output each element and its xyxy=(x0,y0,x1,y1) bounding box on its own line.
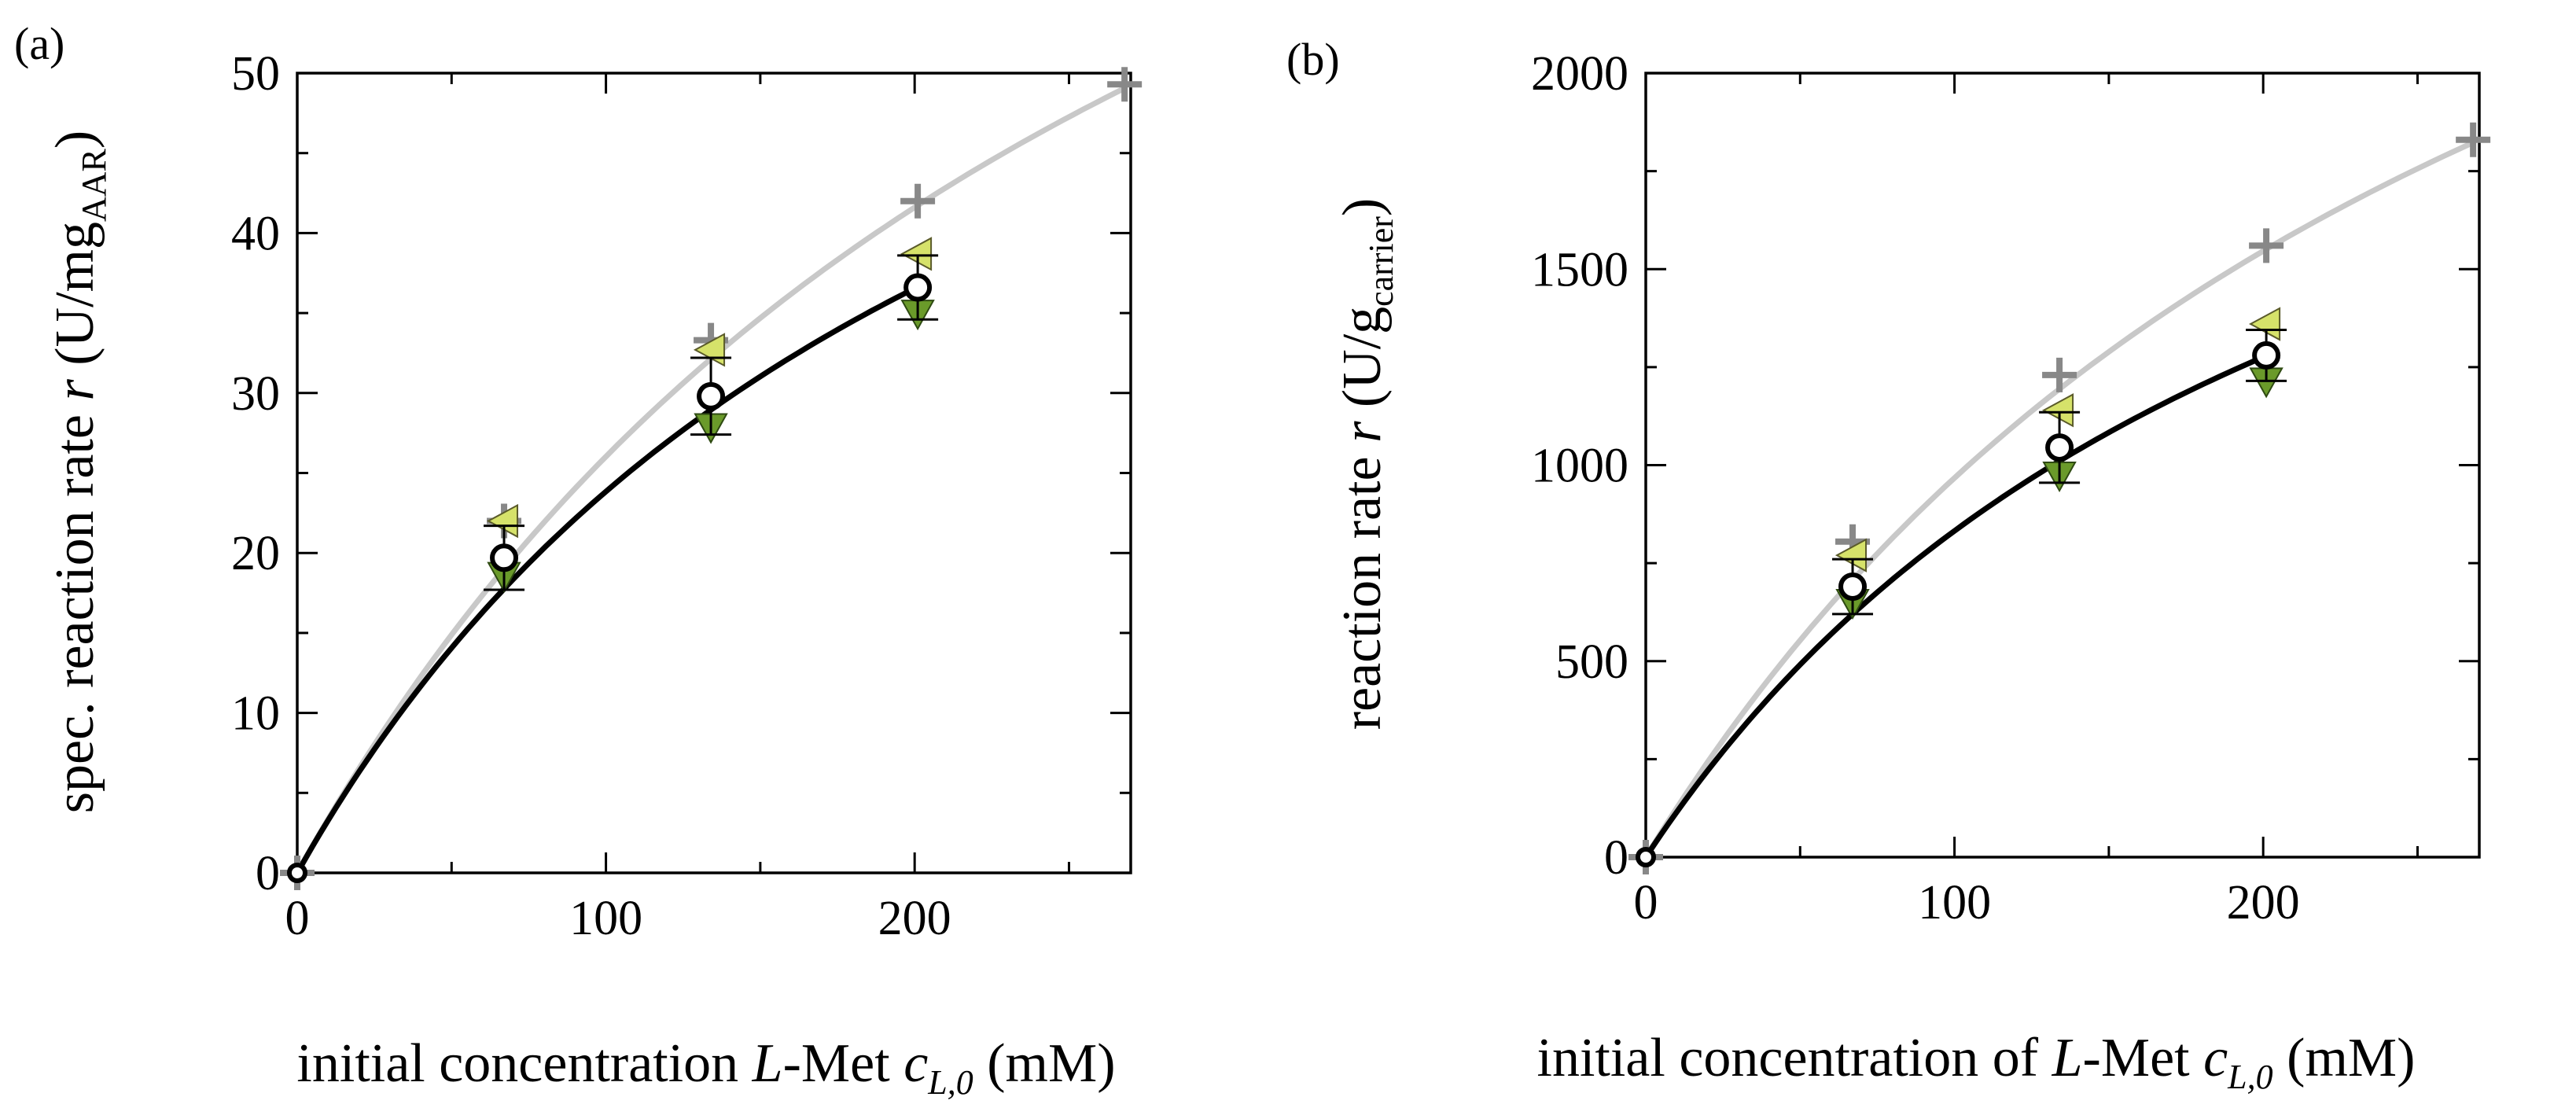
x-axis-title-c: c xyxy=(2203,1028,2228,1088)
x-tick-label: 0 xyxy=(1634,876,1658,929)
y-tick-label: 0 xyxy=(256,847,280,900)
plus-marker xyxy=(900,183,936,219)
x-axis-title: initial concentration L-Met cL,0 (mM) xyxy=(296,1033,1115,1102)
y-tick-label: 50 xyxy=(231,47,280,101)
x-tick-label: 100 xyxy=(1918,876,1991,929)
y-tick-label: 500 xyxy=(1555,635,1628,689)
y-axis-title-r: r xyxy=(45,379,105,401)
y-axis-title-unit: (U/mg xyxy=(45,222,105,379)
mean-circle-marker xyxy=(903,273,933,302)
fit-plus xyxy=(1643,140,2475,859)
y-tick-label: 20 xyxy=(231,527,280,580)
plus-marker xyxy=(1107,67,1143,102)
mean-circle-marker xyxy=(1838,572,1868,602)
x-axis-title-unit: (mM) xyxy=(2273,1028,2416,1088)
y-tick-label: 30 xyxy=(231,367,280,421)
x-axis-title-part: -Met xyxy=(783,1033,904,1094)
y-axis-title-part: reaction rate xyxy=(1332,443,1393,730)
panel-label: (a) xyxy=(14,18,64,69)
mean-circle-marker xyxy=(490,543,519,572)
x-axis-title-part: initial concentration xyxy=(296,1033,752,1094)
y-axis-title-subscript: AAR xyxy=(75,148,113,222)
y-axis-title-unit: (U/g xyxy=(1332,307,1393,421)
y-axis-title-r: r xyxy=(1332,421,1393,443)
y-tick-label: 0 xyxy=(1604,831,1628,885)
x-axis-title-L: L xyxy=(2052,1028,2083,1088)
x-axis-title-L: L xyxy=(752,1033,783,1094)
mean-circle-marker xyxy=(287,863,307,883)
x-tick-label: 200 xyxy=(878,892,951,945)
fit-plus xyxy=(294,86,1126,874)
x-tick-label: 100 xyxy=(569,892,642,945)
x-axis-title: initial concentration of L-Met cL,0 (mM) xyxy=(1537,1028,2416,1096)
x-tick-label: 0 xyxy=(285,892,310,945)
panel-a: 0 10 20 30 40 50 0 100 200 (a) initial concentrati… xyxy=(14,18,1143,1102)
plot-frame xyxy=(296,72,1132,874)
x-axis-title-part: -Met xyxy=(2083,1028,2204,1088)
y-tick-label: 1500 xyxy=(1531,243,1628,296)
x-axis-title-c: c xyxy=(903,1033,928,1094)
y-axis-title-subscript: carrier xyxy=(1362,216,1400,307)
y-axis-title-unit-end: ) xyxy=(45,131,105,149)
x-axis-title-part: initial concentration of xyxy=(1537,1028,2052,1088)
plus-marker xyxy=(2456,122,2491,157)
x-tick-label: 200 xyxy=(2227,876,2300,929)
mean-circle-marker xyxy=(1636,847,1656,867)
panel-label: (b) xyxy=(1286,34,1340,85)
fit-mean xyxy=(1643,353,2268,859)
y-axis-title-part: spec. reaction rate xyxy=(45,401,105,814)
mean-circle-marker xyxy=(2045,433,2074,462)
plus-marker xyxy=(2042,357,2077,392)
mean-circle-marker xyxy=(2252,340,2281,370)
y-tick-label: 1000 xyxy=(1531,440,1628,493)
y-tick-label: 40 xyxy=(231,207,280,260)
y-axis-title: spec. reaction rate r (U/mgAAR) xyxy=(45,131,113,813)
panel-b: 0 500 1000 1500 2000 0 100 200 (b) initial concen… xyxy=(1286,34,2491,1096)
mean-circle-marker xyxy=(697,381,726,410)
y-axis-title-unit-end: ) xyxy=(1332,198,1393,216)
fit-mean xyxy=(294,284,919,874)
y-tick-label: 2000 xyxy=(1531,47,1628,101)
x-axis-title-unit: (mM) xyxy=(973,1033,1116,1094)
x-axis-title-subscript: L,0 xyxy=(927,1063,973,1102)
x-axis-title-subscript: L,0 xyxy=(2227,1058,2272,1096)
y-tick-label: 10 xyxy=(231,687,280,741)
plus-marker xyxy=(2249,228,2284,263)
y-axis-title: reaction rate r (U/gcarrier) xyxy=(1332,198,1400,730)
